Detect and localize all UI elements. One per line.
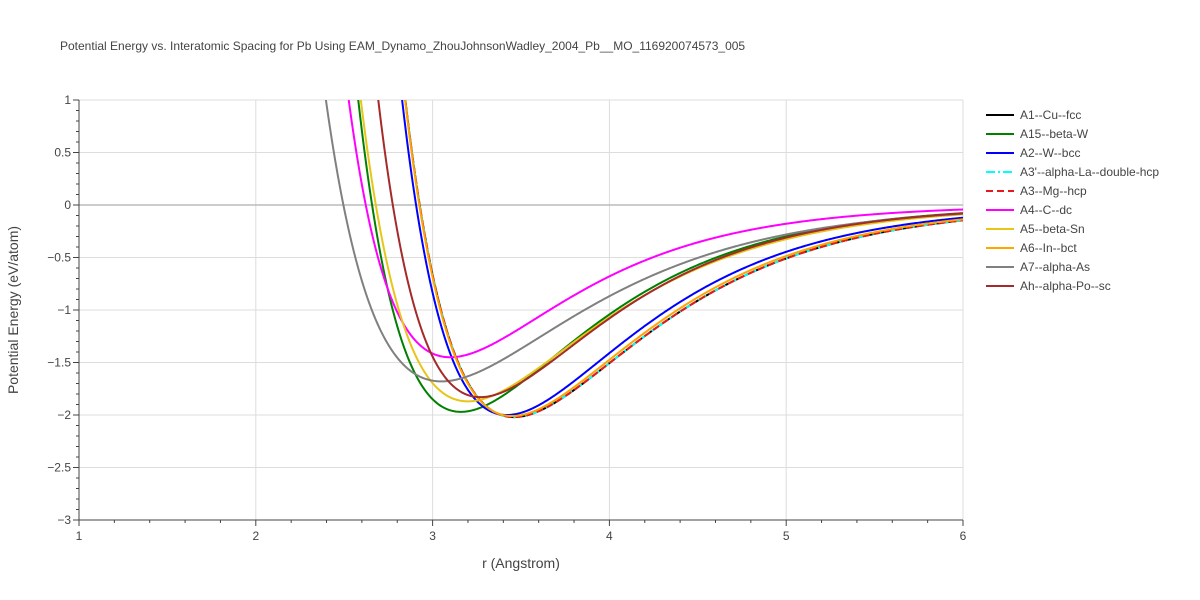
- y-axis-ticks: 1 0.5 0 −0.5 −1 −1.5 −2 −2.5 −3: [47, 93, 79, 527]
- chart-title: Potential Energy vs. Interatomic Spacing…: [60, 39, 745, 53]
- x-tick-label: 5: [783, 529, 790, 543]
- legend-label: A2--W--bcc: [1020, 146, 1080, 160]
- y-tick-label: −2.5: [47, 461, 71, 475]
- legend-item[interactable]: A3'--alpha-La--double-hcp: [986, 165, 1159, 179]
- y-tick-label: 1: [64, 93, 71, 107]
- legend-item[interactable]: A3--Mg--hcp: [986, 184, 1087, 198]
- legend-item[interactable]: A1--Cu--fcc: [986, 108, 1081, 122]
- y-axis-title: Potential Energy (eV/atom): [5, 226, 21, 394]
- legend-label: A3--Mg--hcp: [1020, 184, 1087, 198]
- x-tick-label: 4: [606, 529, 613, 543]
- legend-label: A5--beta-Sn: [1020, 222, 1085, 236]
- x-tick-label: 2: [252, 529, 259, 543]
- legend-label: A1--Cu--fcc: [1020, 108, 1081, 122]
- x-tick-label: 1: [76, 529, 83, 543]
- legend-item[interactable]: Ah--alpha-Po--sc: [986, 279, 1111, 293]
- legend-label: A3'--alpha-La--double-hcp: [1020, 165, 1159, 179]
- x-axis-title: r (Angstrom): [482, 555, 560, 571]
- plot-area: [324, 100, 963, 419]
- legend-label: A4--C--dc: [1020, 203, 1072, 217]
- y-tick-label: −1.5: [47, 356, 71, 370]
- legend-item[interactable]: A2--W--bcc: [986, 146, 1080, 160]
- y-tick-label: −0.5: [47, 251, 71, 265]
- legend-label: A15--beta-W: [1020, 127, 1089, 141]
- y-tick-label: 0.5: [54, 146, 71, 160]
- legend-label: A6--In--bct: [1020, 241, 1077, 255]
- y-tick-label: −1: [57, 303, 71, 317]
- legend-item[interactable]: A7--alpha-As: [986, 260, 1090, 274]
- axes: [76, 100, 963, 523]
- x-tick-label: 3: [429, 529, 436, 543]
- legend-label: Ah--alpha-Po--sc: [1020, 279, 1111, 293]
- legend-item[interactable]: A15--beta-W: [986, 127, 1089, 141]
- x-axis-ticks: 1 2 3 4 5 6: [76, 520, 967, 543]
- legend-item[interactable]: A6--In--bct: [986, 241, 1077, 255]
- x-tick-label: 6: [960, 529, 967, 543]
- series-line: [347, 100, 963, 359]
- series-line: [377, 100, 963, 399]
- y-tick-label: −2: [57, 408, 71, 422]
- series-line: [404, 100, 963, 418]
- legend-label: A7--alpha-As: [1020, 260, 1090, 274]
- legend-item[interactable]: A5--beta-Sn: [986, 222, 1085, 236]
- y-tick-label: −3: [57, 513, 71, 527]
- legend-item[interactable]: A4--C--dc: [986, 203, 1072, 217]
- legend[interactable]: A1--Cu--fcc A15--beta-W A2--W--bcc A3'--alp…: [986, 108, 1159, 293]
- grid: [78, 99, 964, 521]
- series-line: [404, 100, 963, 419]
- series-line: [401, 100, 963, 417]
- series-line: [324, 100, 963, 383]
- y-tick-label: 0: [64, 198, 71, 212]
